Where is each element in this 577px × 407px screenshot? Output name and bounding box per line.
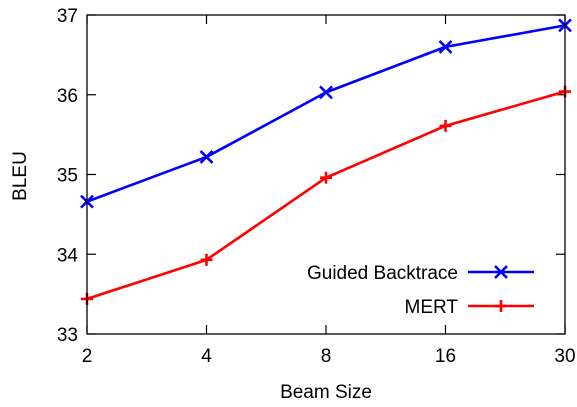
y-tick-labels: 33 34 35 36 37	[57, 6, 79, 346]
y-tick-label: 35	[57, 166, 78, 187]
series-layer	[80, 18, 572, 305]
y-tick-label: 34	[57, 245, 79, 266]
y-axis-title: BLEU	[10, 151, 31, 201]
x-tick-label: 2	[82, 346, 93, 367]
x-tick-label: 16	[435, 346, 456, 367]
data-point-mert	[439, 119, 452, 132]
data-point-mert	[200, 253, 213, 266]
marker-stroke	[438, 39, 453, 54]
legend-item-mert: MERT	[405, 297, 534, 318]
x-tick-label: 8	[321, 346, 332, 367]
data-point-guided-backtrace	[438, 39, 453, 54]
legend-label: MERT	[405, 297, 459, 318]
legend: Guided Backtrace MERT	[307, 263, 534, 318]
legend-label: Guided Backtrace	[307, 263, 458, 284]
data-point-guided-backtrace	[199, 150, 214, 164]
x-tick-label: 4	[201, 346, 212, 367]
data-point-guided-backtrace	[319, 85, 333, 100]
y-tick-label: 33	[57, 325, 78, 346]
marker-stroke	[494, 265, 508, 279]
marker-stroke	[319, 85, 333, 100]
x-axis-title: Beam Size	[280, 382, 372, 403]
legend-marker-mert	[495, 300, 507, 312]
data-point-mert	[320, 171, 332, 184]
y-tick-label: 37	[57, 6, 78, 27]
legend-item-guided-backtrace: Guided Backtrace	[307, 263, 534, 284]
legend-marker-guided-backtrace	[494, 265, 508, 279]
y-tick-label: 36	[57, 86, 78, 107]
marker-stroke	[199, 150, 214, 164]
x-tick-label: 30	[554, 346, 575, 367]
x-tick-labels: 2 4 8 16 30	[82, 346, 576, 367]
plot-frame	[86, 14, 566, 335]
